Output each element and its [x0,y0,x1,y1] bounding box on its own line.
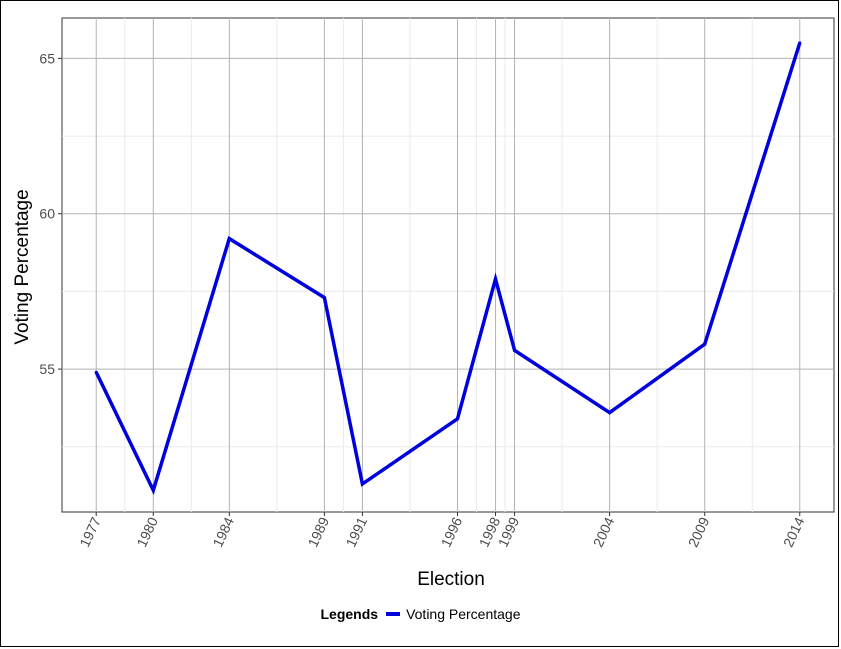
data-point [703,342,707,346]
data-point [513,348,517,352]
minor-grid [62,18,834,512]
data-point [151,488,155,492]
x-tick-label: 1980 [133,514,161,549]
x-tick-label: 2014 [780,514,808,549]
y-tick-label: 60 [39,206,55,222]
x-tick-label: 2009 [685,514,713,549]
x-tick-label: 1977 [76,514,104,549]
legend-label-voting-percentage: Voting Percentage [406,606,521,622]
data-point [322,296,326,300]
x-tick-label: 2004 [590,514,618,549]
legend-title: Legends [320,606,379,622]
data-point [456,417,460,421]
x-tick-label: 1984 [209,514,237,549]
y-axis-title: Voting Percentage [12,189,33,344]
y-tick-label: 55 [39,361,55,377]
legend: Legends Voting Percentage [0,606,841,622]
x-tick-label: 1991 [342,514,370,549]
data-point [94,370,98,374]
x-axis-title: Election [417,569,485,590]
x-tick-label: 1989 [304,514,332,549]
data-point [360,482,364,486]
legend-key-voting-percentage [386,612,401,616]
data-point [227,237,231,241]
plot-panel [61,17,835,513]
data-point [608,411,612,415]
data-point [494,277,498,281]
x-tick-label: 1996 [438,514,466,549]
data-point [798,41,802,45]
series-layer [94,41,802,496]
y-tick-label: 65 [39,50,55,66]
